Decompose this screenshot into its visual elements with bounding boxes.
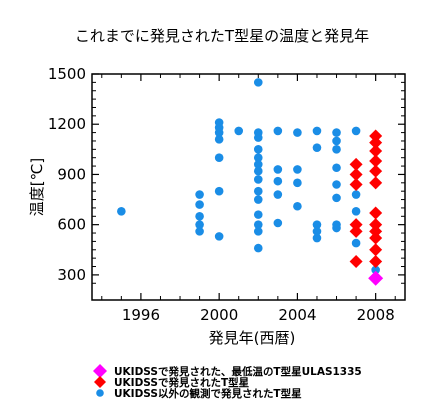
legend-marker-circle	[96, 389, 104, 397]
data-point-circle	[332, 220, 341, 229]
data-point-circle	[273, 190, 283, 199]
data-point-circle	[293, 201, 302, 211]
data-point-diamond	[349, 177, 363, 191]
data-point-circle	[214, 186, 224, 196]
data-point-diamond	[369, 176, 383, 190]
data-point-circle	[253, 227, 263, 236]
data-point-circle	[332, 180, 341, 189]
data-point-circle	[273, 165, 283, 174]
x-tick-label: 2004	[278, 306, 316, 324]
data-point-circle	[312, 126, 322, 136]
data-point-circle	[253, 153, 263, 163]
data-point-circle	[214, 153, 224, 163]
data-point-diamond	[369, 144, 383, 158]
data-point-circle	[332, 163, 341, 173]
x-axis-label: 発見年(西暦)	[209, 329, 296, 347]
legend-label: UKIDSSで発見されたT型星	[114, 376, 250, 389]
y-axis-label: 温度[℃]	[28, 158, 46, 217]
data-point-diamond	[369, 136, 383, 150]
data-point-circle	[351, 238, 361, 248]
data-point-circle	[253, 186, 263, 196]
data-point-diamond	[368, 270, 384, 286]
data-point-circle	[214, 134, 224, 144]
data-point-circle	[312, 233, 322, 243]
data-point-circle	[293, 165, 302, 174]
data-point-circle	[195, 190, 204, 199]
data-point-circle	[195, 227, 204, 236]
plot-marks	[117, 78, 384, 286]
data-point-diamond	[349, 224, 363, 238]
data-point-circle	[273, 218, 283, 228]
data-point-circle	[351, 206, 361, 216]
plot-frame	[91, 73, 406, 301]
axis-ticks	[92, 73, 405, 300]
data-point-diamond	[369, 164, 383, 178]
legend-marker-diamond	[94, 376, 106, 388]
data-point-diamond	[369, 224, 383, 238]
data-point-circle	[195, 220, 204, 229]
data-point-diamond	[369, 254, 383, 268]
data-point-circle	[253, 195, 263, 204]
x-tick-labels: 1996 2000 2004 2008	[122, 306, 395, 324]
data-point-circle	[273, 176, 283, 186]
data-point-circle	[253, 243, 263, 253]
data-point-circle	[312, 227, 322, 236]
data-point-diamond	[349, 157, 363, 171]
data-point-circle	[253, 220, 263, 229]
y-tick-label: 600	[57, 216, 86, 234]
legend-label: UKIDSSで発見された、最低温のT型星ULAS1335	[114, 365, 362, 378]
data-point-diamond	[369, 218, 383, 232]
data-point-circle	[273, 126, 283, 136]
data-point-circle	[312, 220, 322, 229]
data-point-diamond	[349, 218, 363, 232]
chart-title: これまでに発見されたT型星の温度と発見年	[75, 27, 369, 45]
data-point-circle	[253, 145, 263, 154]
data-point-circle	[253, 128, 263, 137]
data-point-circle	[253, 160, 263, 169]
x-tick-label: 1996	[122, 306, 160, 324]
legend: UKIDSSで発見された、最低温のT型星ULAS1335UKIDSSで発見された…	[93, 364, 362, 400]
data-point-circle	[332, 136, 341, 146]
data-point-circle	[371, 265, 380, 275]
data-point-circle	[312, 143, 322, 152]
data-point-circle	[332, 145, 341, 154]
data-point-circle	[351, 126, 361, 136]
data-point-circle	[253, 210, 263, 219]
data-point-circle	[293, 128, 302, 137]
data-point-circle	[253, 166, 263, 176]
y-tick-label: 1500	[48, 65, 86, 83]
data-point-diamond	[349, 167, 363, 181]
data-point-circle	[293, 178, 302, 188]
legend-marker-diamond	[93, 364, 107, 378]
data-point-circle	[214, 232, 224, 241]
data-point-circle	[253, 78, 263, 87]
data-point-circle	[195, 200, 204, 209]
data-point-circle	[117, 206, 126, 216]
data-point-circle	[351, 190, 361, 199]
x-tick-label: 2000	[200, 306, 238, 324]
data-point-diamond	[369, 129, 383, 143]
x-tick-label: 2008	[357, 306, 395, 324]
data-point-circle	[253, 175, 263, 184]
y-tick-label: 1200	[48, 115, 86, 133]
data-point-circle	[234, 126, 244, 136]
legend-label: UKIDSS以外の観測で発見されたT型星	[114, 387, 302, 400]
data-point-diamond	[369, 206, 383, 220]
data-point-diamond	[349, 254, 363, 268]
data-point-circle	[332, 128, 341, 137]
data-point-diamond	[369, 231, 383, 245]
data-point-circle	[214, 118, 224, 127]
data-point-circle	[332, 193, 341, 203]
y-tick-labels: 300 600 900 1200 1500	[48, 65, 86, 284]
y-tick-label: 900	[57, 165, 86, 183]
data-point-circle	[195, 211, 204, 221]
data-point-diamond	[369, 243, 383, 257]
data-point-diamond	[369, 154, 383, 168]
y-tick-label: 300	[57, 266, 86, 284]
